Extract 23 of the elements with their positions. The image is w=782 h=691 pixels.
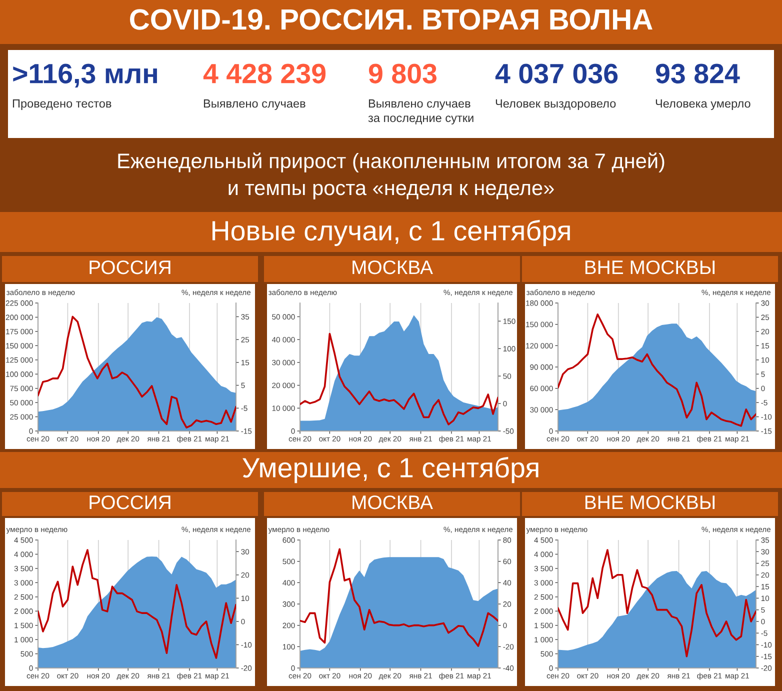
text: 4 428 239 [203,64,326,84]
text: Еженедельный прирост (накопленным итогом за 7 дней) и темпы роста «неделя к неделе» [118,152,664,200]
text: Выявлено случаев за последние сутки [368,99,474,124]
text: 9 803 [368,64,437,84]
chart-title: ВНЕ МОСКВЫ [585,495,715,510]
chart-title: РОССИЯ [90,260,170,274]
text: 93 824 [656,64,740,84]
text: 4 037 036 [495,64,618,84]
text: Выявлено случаев [204,99,306,110]
text: Человека умерло [656,99,750,110]
chart-title: МОСКВА [352,260,433,274]
chart-title: РОССИЯ [90,495,170,510]
chart-title: МОСКВА [352,495,433,510]
line-series [558,549,756,658]
text: Умершие, с 1 сентября [242,456,538,484]
text: Человек выздоровело [496,99,616,110]
text: Проведено тестов [12,99,112,110]
text: COVID-19. РОССИЯ. ВТОРАЯ ВОЛНА [130,9,652,30]
text: >116,3 млн [13,64,157,88]
text: Новые случаи, с 1 сентября [212,220,570,246]
line-series [300,332,498,426]
line-series [300,548,498,647]
chart-title: ВНЕ МОСКВЫ [585,260,715,274]
